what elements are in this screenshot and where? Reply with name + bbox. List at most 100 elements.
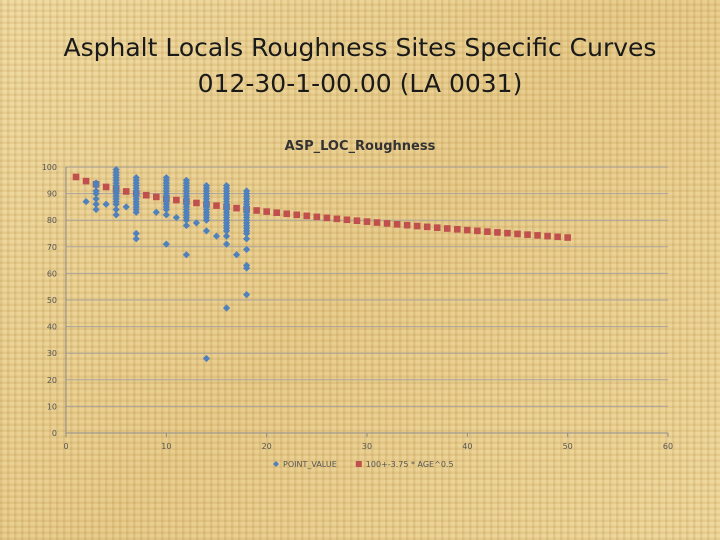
data-point [162, 211, 170, 219]
data-point [132, 235, 140, 243]
x-tick-label: 30 [362, 442, 372, 451]
data-point [243, 235, 251, 243]
curve-point [383, 220, 391, 227]
data-point [152, 208, 160, 216]
y-tick-label: 30 [47, 349, 57, 358]
y-tick-label: 60 [47, 269, 57, 278]
curve-point [484, 228, 491, 235]
data-point [202, 354, 211, 363]
data-point [243, 261, 251, 270]
data-point [122, 203, 130, 211]
data-point [222, 182, 231, 190]
x-tick-label: 60 [663, 442, 673, 451]
chart-series [72, 166, 571, 363]
chart-title: ASP_LOC_Roughness [285, 139, 436, 154]
y-tick-label: 0 [52, 429, 57, 438]
y-tick-label: 70 [47, 243, 57, 252]
curve-point [454, 225, 461, 233]
data-point [112, 205, 120, 214]
data-point [82, 197, 90, 206]
y-tick-label: 20 [47, 376, 57, 385]
curve-point [514, 230, 521, 238]
curve-point [524, 231, 531, 238]
curve-point [173, 196, 180, 204]
curve-point [122, 188, 130, 195]
data-point [132, 229, 140, 238]
x-tick-label: 10 [161, 442, 171, 451]
slide-title-line-2: 012-30-1-00.00 (LA 0031) [197, 69, 523, 98]
legend-item: 100+-3.75 * AGE^0.5 [355, 460, 454, 469]
data-point [192, 219, 201, 227]
curve-point [253, 207, 260, 214]
data-point [92, 187, 100, 195]
y-tick-label: 50 [47, 296, 57, 305]
x-tick-label: 50 [563, 442, 573, 451]
curve-point [534, 232, 541, 239]
data-point [243, 291, 251, 299]
curve-point [303, 212, 311, 220]
x-tick-label: 40 [462, 442, 472, 451]
curve-point [413, 222, 421, 230]
curve-point [433, 224, 441, 231]
curve-point [343, 216, 351, 224]
series-fitted-curve [72, 173, 571, 241]
data-point [132, 174, 140, 182]
data-point [202, 182, 211, 190]
data-point [112, 166, 120, 174]
curve-point [464, 226, 471, 234]
data-point [243, 245, 251, 254]
data-point [243, 187, 251, 195]
series-point-value [82, 166, 251, 363]
curve-point [494, 229, 501, 236]
curve-point [153, 193, 160, 201]
y-tick-label: 10 [47, 402, 57, 411]
legend-label: 100+-3.75 * AGE^0.5 [366, 460, 454, 469]
curve-point [333, 215, 341, 223]
data-point [92, 195, 100, 203]
data-point [182, 221, 190, 230]
legend-marker [355, 461, 362, 467]
data-point [222, 240, 231, 248]
legend-item: POINT_VALUE [273, 460, 337, 469]
curve-point [353, 217, 361, 225]
data-point [92, 179, 100, 187]
data-point [162, 240, 170, 248]
curve-point [142, 191, 150, 199]
slide-title: Asphalt Locals Roughness Sites Specific … [0, 30, 720, 102]
data-point [222, 232, 231, 240]
curve-point [283, 210, 291, 218]
curve-point [423, 223, 431, 231]
y-tick-label: 100 [42, 163, 57, 172]
chart-grid [66, 166, 668, 434]
slide-title-line-1: Asphalt Locals Roughness Sites Specific … [63, 33, 657, 62]
curve-point [474, 227, 481, 235]
curve-point [403, 221, 411, 229]
x-tick-label: 20 [262, 442, 272, 451]
x-tick-label: 0 [63, 442, 68, 451]
curve-point [393, 220, 401, 228]
curve-point [544, 232, 551, 240]
curve-point [233, 204, 240, 212]
curve-point [213, 202, 220, 209]
data-point [102, 200, 110, 208]
curve-point [443, 225, 451, 232]
y-tick-label: 90 [47, 190, 57, 199]
curve-point [504, 229, 511, 237]
curve-point [564, 234, 571, 241]
legend-marker [273, 461, 279, 467]
data-point [112, 211, 120, 219]
data-point [212, 232, 221, 240]
data-point [162, 174, 170, 182]
curve-point [313, 213, 321, 221]
data-point [182, 176, 190, 184]
data-point [232, 251, 241, 259]
curve-point [102, 183, 110, 191]
legend-label: POINT_VALUE [283, 460, 337, 469]
y-tick-label: 80 [47, 216, 57, 225]
chart-legend: POINT_VALUE 100+-3.75 * AGE^0.5 [273, 460, 454, 469]
curve-point [273, 209, 280, 216]
curve-point [293, 211, 301, 219]
curve-point [323, 214, 331, 222]
data-point [172, 213, 180, 222]
